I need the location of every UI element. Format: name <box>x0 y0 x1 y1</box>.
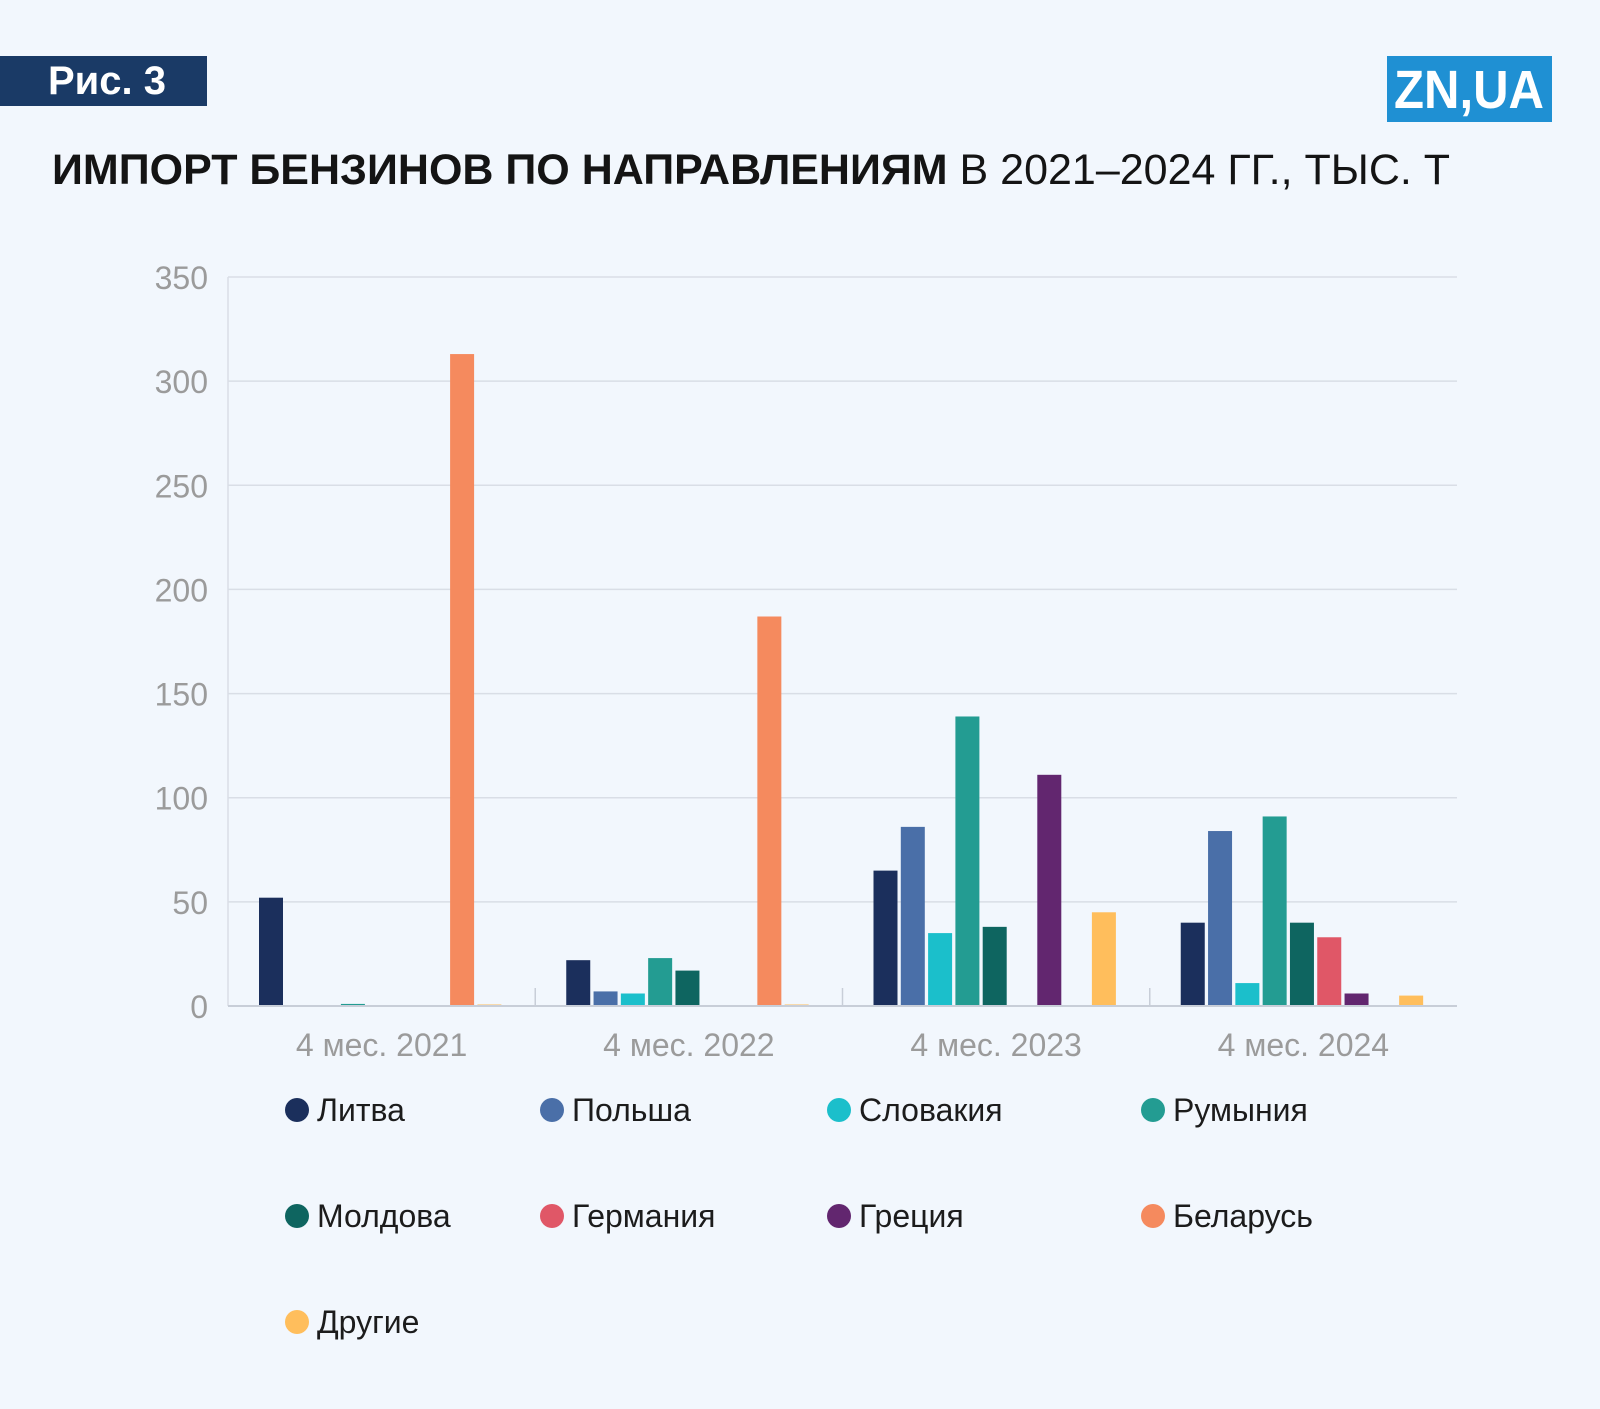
legend-label: Польша <box>572 1092 691 1128</box>
x-axis: 4 мес. 2021 4 мес. 2022 4 мес. 2023 4 мес. … <box>228 988 1457 1063</box>
legend-item: Румыния <box>1141 1090 1361 1130</box>
legend: Литва Польша Словакия Румыния Молдова Германи… <box>285 1090 1365 1408</box>
y-axis-ticks: 0 50 100 150 200 250 300 350 <box>155 260 208 1025</box>
bar <box>566 960 591 1006</box>
bar <box>620 993 645 1006</box>
y-tick-label: 200 <box>155 572 208 608</box>
bar <box>1399 995 1424 1006</box>
legend-swatch <box>285 1310 309 1334</box>
legend-label: Молдова <box>317 1198 451 1234</box>
bar <box>675 970 700 1006</box>
bar <box>1091 912 1116 1006</box>
legend-item: Греция <box>827 1196 1141 1236</box>
chart-title: ИМПОРТ БЕНЗИНОВ ПО НАПРАВЛЕНИЯМ В 2021–2… <box>52 146 1450 195</box>
legend-label: Греция <box>859 1198 964 1234</box>
legend-label: Литва <box>317 1092 405 1128</box>
bar <box>593 991 618 1006</box>
legend-label: Другие <box>317 1304 420 1340</box>
legend-label: Словакия <box>859 1092 1003 1128</box>
zn-ua-logo: ZN,UA <box>1387 56 1552 122</box>
legend-label: Германия <box>572 1198 716 1234</box>
bar <box>982 926 1007 1006</box>
x-tick-label: 4 мес. 2022 <box>603 1027 774 1063</box>
bar <box>757 616 782 1006</box>
bar <box>1208 831 1233 1006</box>
legend-swatch <box>285 1098 309 1122</box>
legend-swatch <box>827 1098 851 1122</box>
legend-item: Беларусь <box>1141 1196 1361 1236</box>
legend-swatch <box>827 1204 851 1228</box>
y-tick-label: 250 <box>155 468 208 504</box>
y-tick-label: 150 <box>155 677 208 713</box>
bar <box>340 1003 365 1006</box>
bar <box>1037 774 1062 1006</box>
legend-swatch <box>1141 1098 1165 1122</box>
legend-item: Польша <box>540 1090 827 1130</box>
bar <box>450 354 475 1007</box>
bar <box>873 870 898 1006</box>
y-tick-label: 50 <box>172 885 208 921</box>
legend-item: Молдова <box>285 1196 540 1236</box>
bar <box>1289 922 1314 1006</box>
bar <box>648 958 673 1006</box>
legend-item: Германия <box>540 1196 827 1236</box>
legend-item: Другие <box>285 1302 540 1342</box>
bar <box>1262 816 1287 1006</box>
chart-title-regular: В 2021–2024 ГГ., ТЫС. Т <box>947 146 1451 194</box>
bar <box>259 897 283 1006</box>
legend-swatch <box>285 1204 309 1228</box>
logo-text: ZN,UA <box>1394 60 1544 120</box>
bar <box>1317 937 1342 1006</box>
bar <box>1180 922 1205 1006</box>
bar <box>928 933 953 1006</box>
figure-label: Рис. 3 <box>0 56 207 106</box>
y-tick-label: 300 <box>155 364 208 400</box>
bar <box>1344 993 1369 1006</box>
x-tick-label: 4 мес. 2024 <box>1218 1027 1389 1063</box>
bar <box>900 826 925 1006</box>
bar <box>1235 983 1260 1006</box>
legend-item: Словакия <box>827 1090 1141 1130</box>
legend-label: Румыния <box>1173 1092 1308 1128</box>
x-tick-label: 4 мес. 2023 <box>910 1027 1081 1063</box>
legend-swatch <box>540 1204 564 1228</box>
legend-label: Беларусь <box>1173 1198 1313 1234</box>
legend-item: Литва <box>285 1090 540 1130</box>
x-tick-label: 4 мес. 2021 <box>296 1027 467 1063</box>
legend-swatch <box>1141 1204 1165 1228</box>
chart-title-bold: ИМПОРТ БЕНЗИНОВ ПО НАПРАВЛЕНИЯМ <box>52 146 948 194</box>
bar <box>955 716 980 1006</box>
legend-swatch <box>540 1098 564 1122</box>
y-tick-label: 100 <box>155 781 208 817</box>
y-tick-label: 350 <box>155 260 208 296</box>
bars <box>259 354 1424 1007</box>
y-tick-label: 0 <box>190 989 208 1025</box>
